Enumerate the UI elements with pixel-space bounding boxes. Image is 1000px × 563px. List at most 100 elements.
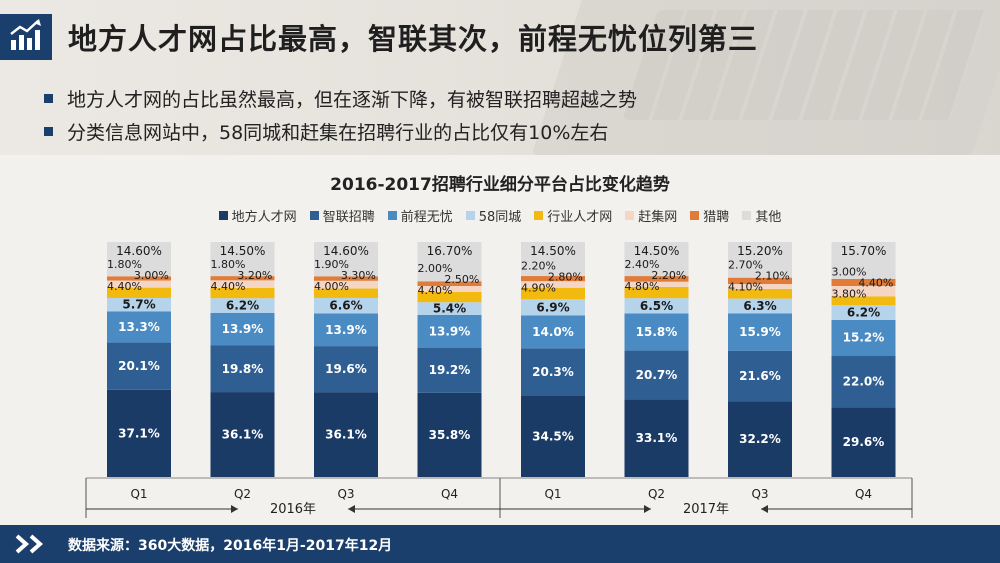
arrow-head bbox=[761, 505, 768, 513]
bar-segment bbox=[107, 311, 171, 343]
data-label: 4.80% bbox=[625, 280, 660, 293]
x-tick-label: Q1 bbox=[130, 487, 147, 501]
bar-segment bbox=[624, 276, 689, 282]
data-label: 34.5% bbox=[532, 430, 574, 444]
data-label: 19.2% bbox=[429, 363, 471, 377]
bar-segment bbox=[521, 299, 585, 316]
bar-segment bbox=[210, 392, 275, 477]
data-label: 15.20% bbox=[737, 244, 783, 258]
double-chevron-right-icon bbox=[14, 534, 48, 558]
bar-segment bbox=[728, 242, 792, 278]
data-label: 2.20% bbox=[651, 269, 686, 282]
data-label: 15.2% bbox=[843, 331, 885, 345]
bar-segment bbox=[314, 276, 378, 281]
data-label: 20.3% bbox=[532, 365, 574, 379]
data-label: 29.6% bbox=[843, 435, 885, 449]
bar-segment bbox=[107, 342, 171, 390]
bar-segment bbox=[831, 296, 896, 306]
legend-label: 行业人才网 bbox=[547, 210, 613, 225]
data-label: 4.40% bbox=[858, 276, 893, 289]
data-label: 14.60% bbox=[116, 244, 162, 258]
data-source-text: 数据来源：360大数据，2016年1月-2017年12月 bbox=[68, 538, 393, 554]
bar-segment bbox=[831, 319, 896, 356]
bar-segment bbox=[210, 345, 275, 393]
bullet-text: 地方人才网的占比虽然最高，但在逐渐下降，有被智联招聘超越之势 bbox=[67, 89, 638, 111]
data-label: 14.0% bbox=[532, 325, 574, 339]
bullet-square-icon bbox=[44, 94, 53, 103]
data-label: 15.70% bbox=[841, 244, 887, 258]
legend-swatch bbox=[534, 211, 544, 220]
bullet-square-icon bbox=[44, 127, 53, 136]
legend-label: 地方人才网 bbox=[231, 210, 297, 225]
data-label: 19.6% bbox=[325, 362, 367, 376]
data-label: 22.0% bbox=[843, 374, 885, 388]
bar-segment bbox=[210, 312, 275, 346]
data-label: 2.10% bbox=[755, 270, 790, 283]
bar-segment bbox=[210, 280, 275, 288]
data-label: 4.40% bbox=[418, 284, 453, 297]
bar-chart-trend-icon bbox=[8, 18, 44, 56]
header-band bbox=[0, 0, 1000, 155]
bar-segment bbox=[521, 242, 585, 277]
bar-segment bbox=[107, 276, 171, 281]
bar-segment bbox=[521, 276, 585, 282]
data-label: 1.90% bbox=[314, 258, 349, 271]
bar-segment bbox=[831, 278, 896, 286]
data-label: 20.1% bbox=[118, 359, 160, 373]
bar-segment bbox=[831, 305, 896, 320]
x-tick-label: Q3 bbox=[337, 487, 354, 501]
x-tick-label: Q4 bbox=[441, 487, 458, 501]
data-label: 37.1% bbox=[118, 426, 160, 440]
bar-segment bbox=[624, 350, 689, 400]
data-label: 5.4% bbox=[433, 302, 466, 316]
bar-segment bbox=[417, 281, 482, 286]
x-tick-label: Q3 bbox=[751, 487, 768, 501]
bar-segment bbox=[210, 276, 275, 281]
legend-item: 智联招聘 bbox=[309, 206, 375, 225]
bar-segment bbox=[107, 297, 171, 312]
bar-segment bbox=[728, 298, 792, 314]
data-label: 19.8% bbox=[222, 362, 264, 376]
bar-segment bbox=[728, 284, 792, 289]
data-label: 3.00% bbox=[134, 269, 169, 282]
bar-segment bbox=[624, 242, 689, 277]
bar-segment bbox=[314, 346, 378, 393]
data-label: 3.00% bbox=[832, 265, 867, 278]
data-label: 36.1% bbox=[222, 428, 264, 442]
bar-segment bbox=[314, 297, 378, 314]
bar-segment bbox=[417, 314, 482, 348]
bar-segment bbox=[107, 280, 171, 288]
bullet-item: 分类信息网站中，58同城和赶集在招聘行业的占比仅有10%左右 bbox=[44, 115, 637, 148]
legend-swatch bbox=[218, 211, 228, 220]
data-label: 6.2% bbox=[847, 306, 880, 320]
data-label: 35.8% bbox=[429, 428, 471, 442]
x-tick-label: Q2 bbox=[234, 487, 251, 501]
legend-item: 行业人才网 bbox=[534, 206, 612, 225]
bar-segment bbox=[521, 281, 585, 288]
bar-segment bbox=[624, 313, 689, 351]
footer-bar: 数据来源：360大数据，2016年1月-2017年12月 bbox=[0, 525, 1000, 563]
chart-legend: 地方人才网 智联招聘 前程无忧 58同城 行业人才网 赶集网 猎聘 其他 bbox=[0, 206, 1000, 225]
bar-segment bbox=[521, 348, 585, 397]
data-label: 14.50% bbox=[220, 244, 266, 258]
group-label: 2017年 bbox=[683, 502, 729, 517]
bar-segment bbox=[417, 285, 482, 292]
data-label: 14.50% bbox=[530, 244, 576, 258]
legend-swatch bbox=[309, 211, 319, 220]
legend-label: 智联招聘 bbox=[322, 210, 375, 225]
title-icon-box bbox=[0, 14, 52, 60]
bar-segment bbox=[521, 396, 585, 477]
bar-segment bbox=[624, 286, 689, 299]
bar-segment bbox=[728, 313, 792, 351]
data-label: 14.60% bbox=[323, 244, 369, 258]
bar-segment bbox=[314, 280, 378, 289]
x-tick-label: Q2 bbox=[648, 487, 665, 501]
bar-segment bbox=[831, 407, 896, 477]
page-title: 地方人才网占比最高，智联其次，前程无忧位列第三 bbox=[68, 22, 759, 56]
bar-segment bbox=[521, 315, 585, 349]
data-label: 4.00% bbox=[314, 280, 349, 293]
legend-label: 猎聘 bbox=[703, 210, 730, 225]
legend-item: 其他 bbox=[742, 206, 781, 225]
data-label: 3.30% bbox=[341, 269, 376, 282]
data-label: 15.9% bbox=[739, 325, 781, 339]
